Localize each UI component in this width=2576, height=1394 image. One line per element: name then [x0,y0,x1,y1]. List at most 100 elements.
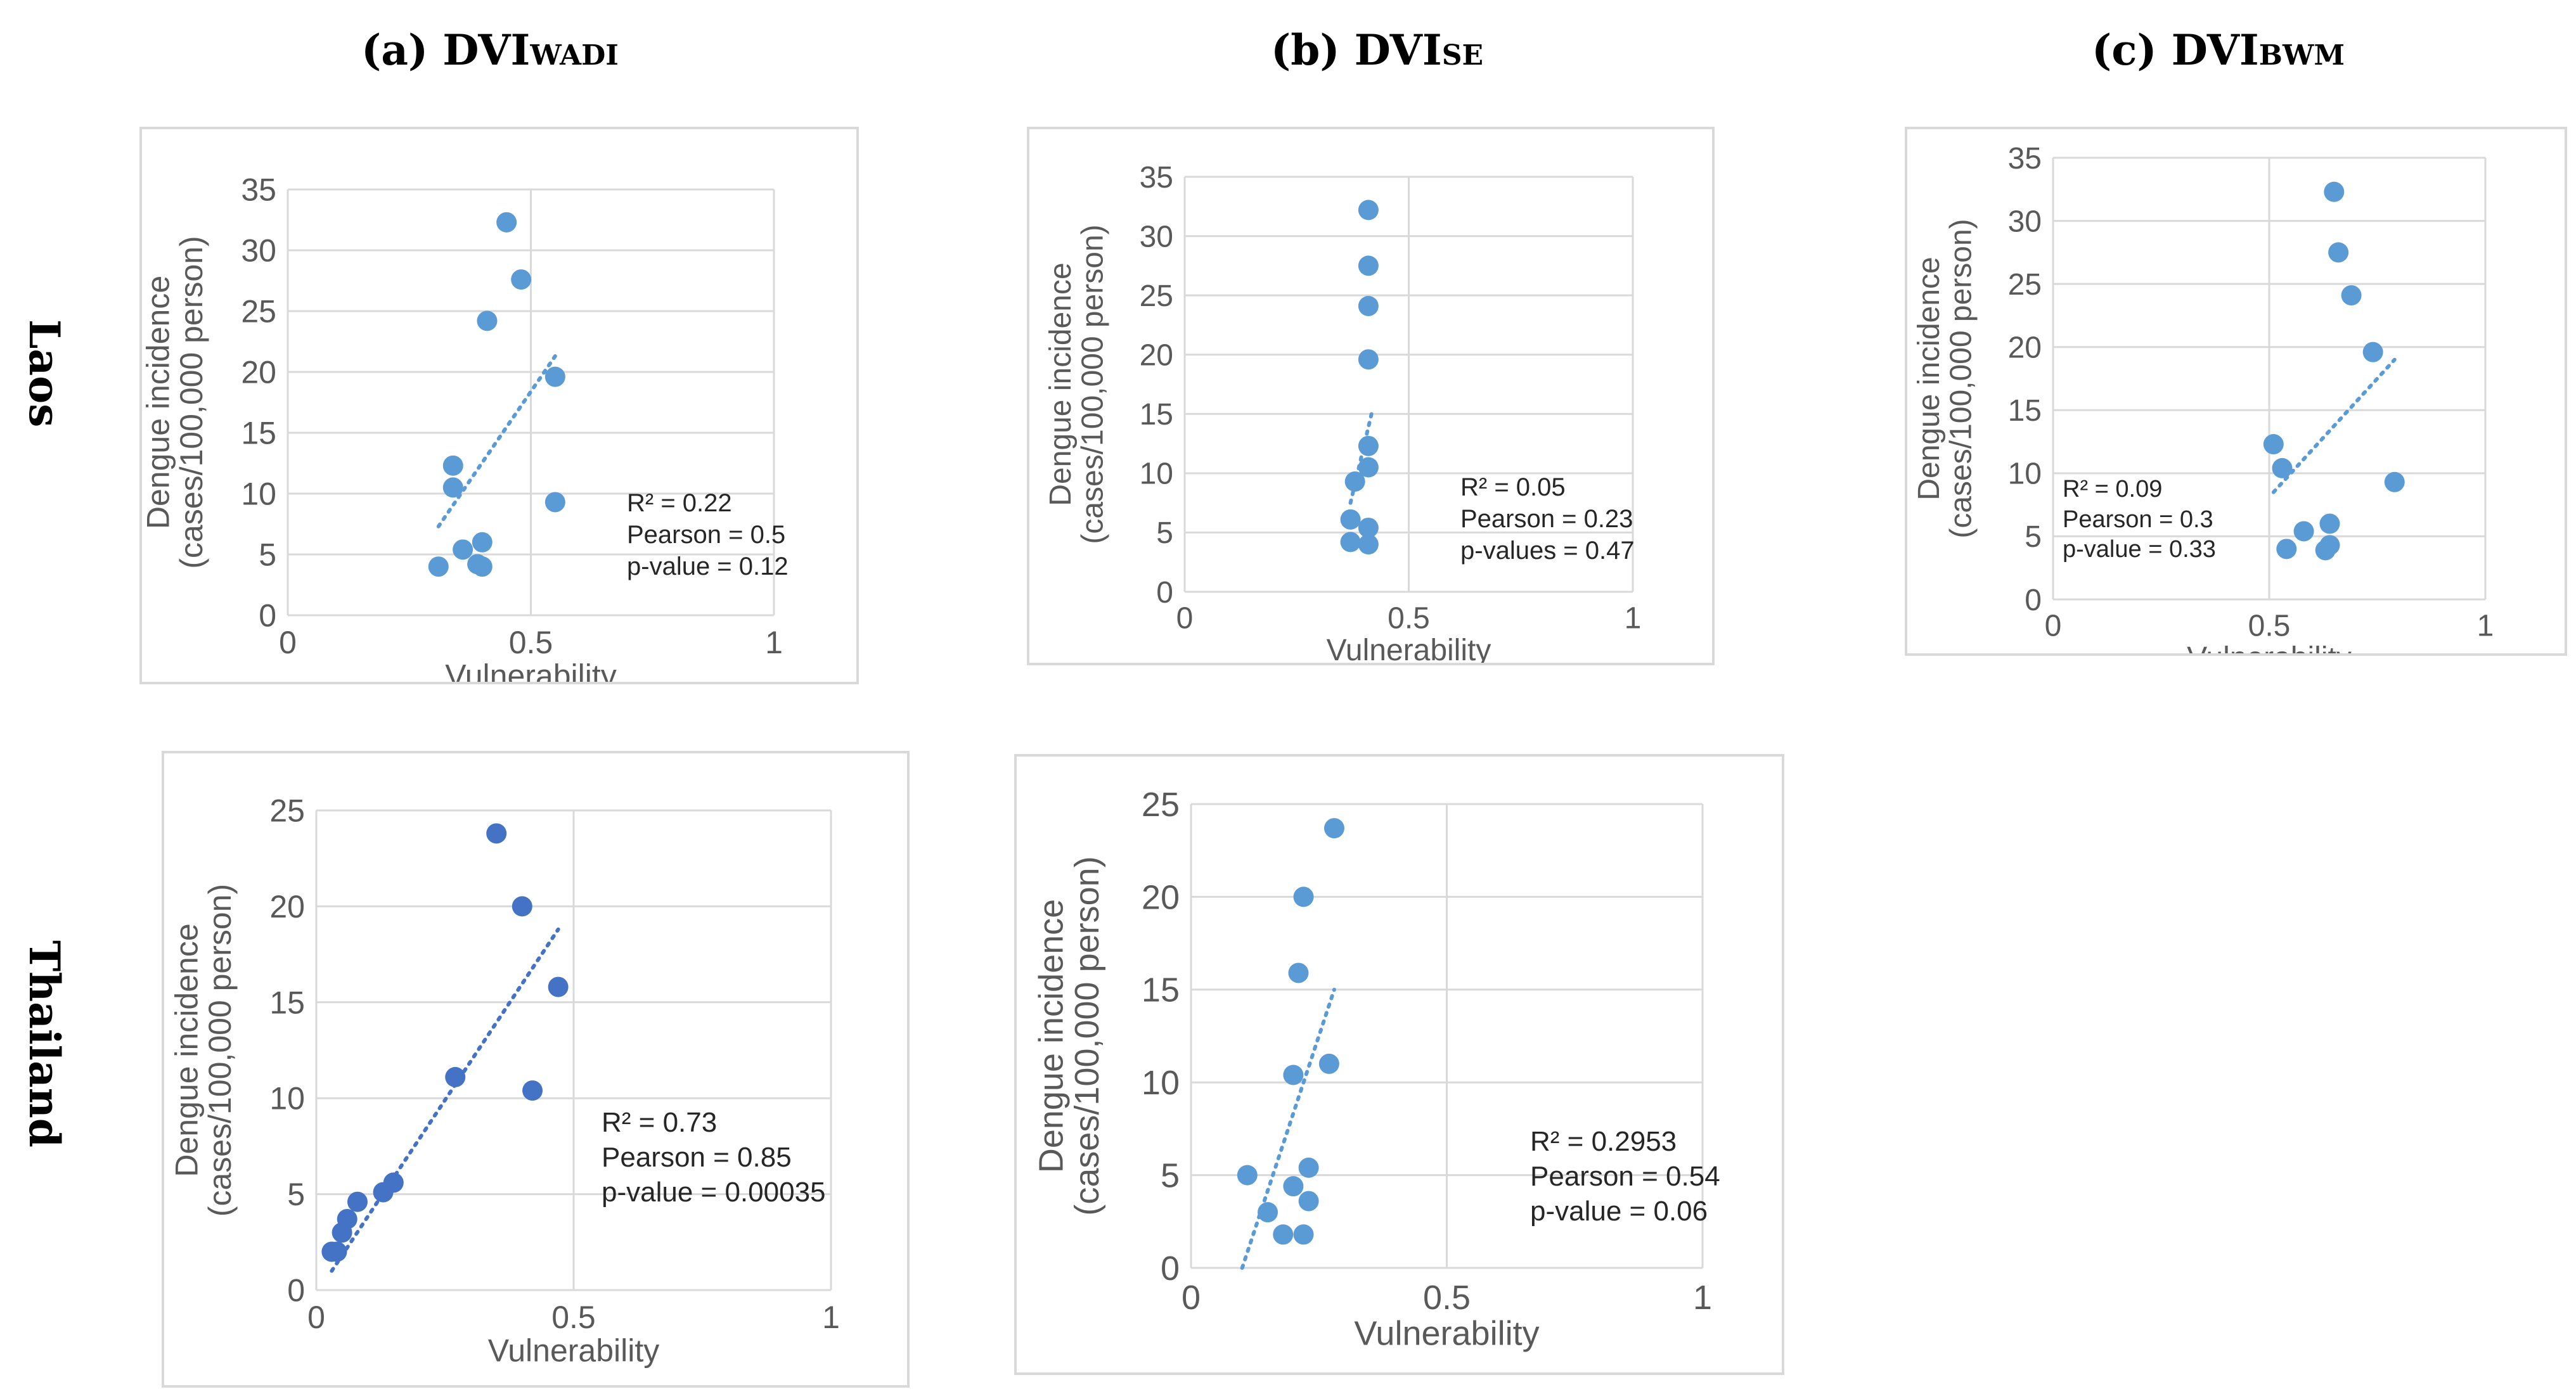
stats-annotation: R² = 0.2953 Pearson = 0.54 p-value = 0.06 [1530,1124,1720,1229]
stats-line: Pearson = 0.3 [2063,506,2213,533]
chart-svg: 0 5 10 15 20 25 30 35 0 0.5 1 Vulnerability Dengue i… [1044,161,1641,663]
column-title-a: (a) DVIWADI [361,25,619,75]
data-point [2319,513,2340,534]
data-point [2263,434,2284,455]
trendline [436,354,557,528]
x-tick-label: 0 [1182,1279,1201,1317]
x-tick-label: 0.5 [2248,610,2291,643]
y-axis-label-line2: (cases/100,000 person) [202,884,238,1217]
y-tick-label: 10 [241,476,276,512]
stats-line: R² = 0.05 [1460,473,1566,501]
chart-svg: 0 5 10 15 20 25 0 0.5 1 Vulnerability Dengue incid… [1033,786,1713,1353]
stats-line: p-value = 0.06 [1530,1196,1708,1227]
row-title-laos: Laos [20,319,69,428]
y-tick-label: 25 [269,793,305,829]
row-title-thailand: Thailand [20,940,69,1148]
chart-svg: 0 5 10 15 20 25 30 35 0 0.5 1 Vulnerability Dengue i… [1912,142,2494,653]
y-tick-label: 5 [1161,1157,1180,1195]
data-point [442,455,463,476]
x-tick-label: 0.5 [1388,602,1430,636]
x-tick-label: 0 [1176,602,1194,636]
chart-panel-laos-se: 0 5 10 15 20 25 30 35 0 0.5 1 Vulnerability Dengue i… [1027,127,1715,665]
data-point [332,1222,352,1243]
x-axis-label: Vulnerability [1327,634,1491,663]
x-tick-label: 1 [765,625,783,660]
y-tick-label: 25 [1142,786,1180,824]
stats-line: Pearson = 0.54 [1530,1161,1720,1192]
data-point [1298,1191,1319,1212]
data-point [1293,1224,1314,1245]
data-point [442,477,463,498]
x-axis-label: Vulnerability [445,658,617,682]
data-point [1358,534,1379,555]
data-point [1358,517,1379,538]
data-point [1340,532,1361,553]
x-axis-label: Vulnerability [488,1333,660,1369]
data-point [1358,435,1379,456]
data-point [2341,285,2362,306]
y-tick-label: 0 [259,598,276,634]
x-tick-label: 1 [1693,1279,1712,1317]
chart-panel-laos-wadi: 0 5 10 15 20 25 30 35 0 0.5 1 Vulnerability Dengue i… [139,127,859,684]
data-point [1318,1053,1339,1074]
data-point [1358,200,1379,221]
y-tick-label: 30 [1140,220,1173,253]
stats-line: p-value = 0.33 [2063,536,2216,563]
data-point [373,1182,394,1203]
y-axis-label-line1: Dengue incidence [1033,899,1071,1173]
stats-line: R² = 0.09 [2063,476,2163,502]
y-axis-label-line2: (cases/100,000 person) [174,236,209,568]
trendline [2271,357,2397,494]
data-point [496,212,517,233]
x-axis-label: Vulnerability [1354,1315,1539,1353]
y-axis-label-line1: Dengue incidence [169,923,205,1177]
y-tick-label: 20 [2008,331,2042,365]
data-point [472,556,493,577]
y-axis-label-line2: (cases/100,000 person) [1076,224,1109,544]
data-point [548,976,569,997]
y-tick-label: 35 [1140,161,1173,195]
y-tick-label: 10 [269,1081,305,1116]
y-tick-label: 20 [241,355,276,390]
stats-annotation: R² = 0.73 Pearson = 0.85 p-value = 0.00035 [602,1105,826,1210]
x-tick-label: 0 [307,1300,325,1335]
data-point [472,532,493,553]
x-tick-label: 1 [2477,610,2494,643]
stats-annotation: R² = 0.09 Pearson = 0.3 p-value = 0.33 [2063,475,2216,565]
x-tick-label: 0.5 [509,625,553,660]
stats-line: Pearson = 0.5 [627,521,786,549]
y-tick-label: 5 [1156,516,1173,550]
y-tick-label: 15 [1140,398,1173,432]
y-tick-label: 15 [2008,394,2042,428]
y-tick-label: 30 [241,233,276,269]
x-axis-label: Vulnerability [2187,641,2352,653]
data-point [1293,886,1314,907]
y-tick-label: 10 [1140,457,1173,491]
chart-svg: 0 5 10 15 20 25 0 0.5 1 Vulnerability Dengue incid… [169,793,840,1369]
y-tick-label: 0 [1156,576,1173,610]
data-point [1258,1202,1278,1223]
x-tick-label: 0.5 [1423,1279,1471,1317]
x-tick-label: 0.5 [551,1300,596,1335]
data-point [2328,242,2349,263]
stats-line: R² = 0.22 [627,489,732,517]
data-point [445,1066,466,1087]
data-point [477,310,498,331]
y-tick-label: 25 [1140,279,1173,313]
y-tick-label: 25 [2008,268,2042,302]
y-tick-label: 25 [241,294,276,329]
y-axis-label-line1: Dengue incidence [142,276,176,529]
y-tick-label: 10 [1142,1064,1180,1102]
data-point [1340,509,1361,530]
data-point [2293,521,2314,542]
y-axis-label-line2: (cases/100,000 person) [1068,856,1106,1215]
data-point [1273,1224,1294,1245]
y-tick-label: 35 [241,172,276,208]
stats-line: p-value = 0.12 [627,553,789,580]
data-point [1283,1065,1304,1085]
stats-line: R² = 0.73 [602,1107,718,1138]
trendline [330,927,560,1273]
chart-panel-thailand-wadi: 0 5 10 15 20 25 0 0.5 1 Vulnerability Dengue incid… [162,751,910,1388]
data-point [2362,342,2383,362]
